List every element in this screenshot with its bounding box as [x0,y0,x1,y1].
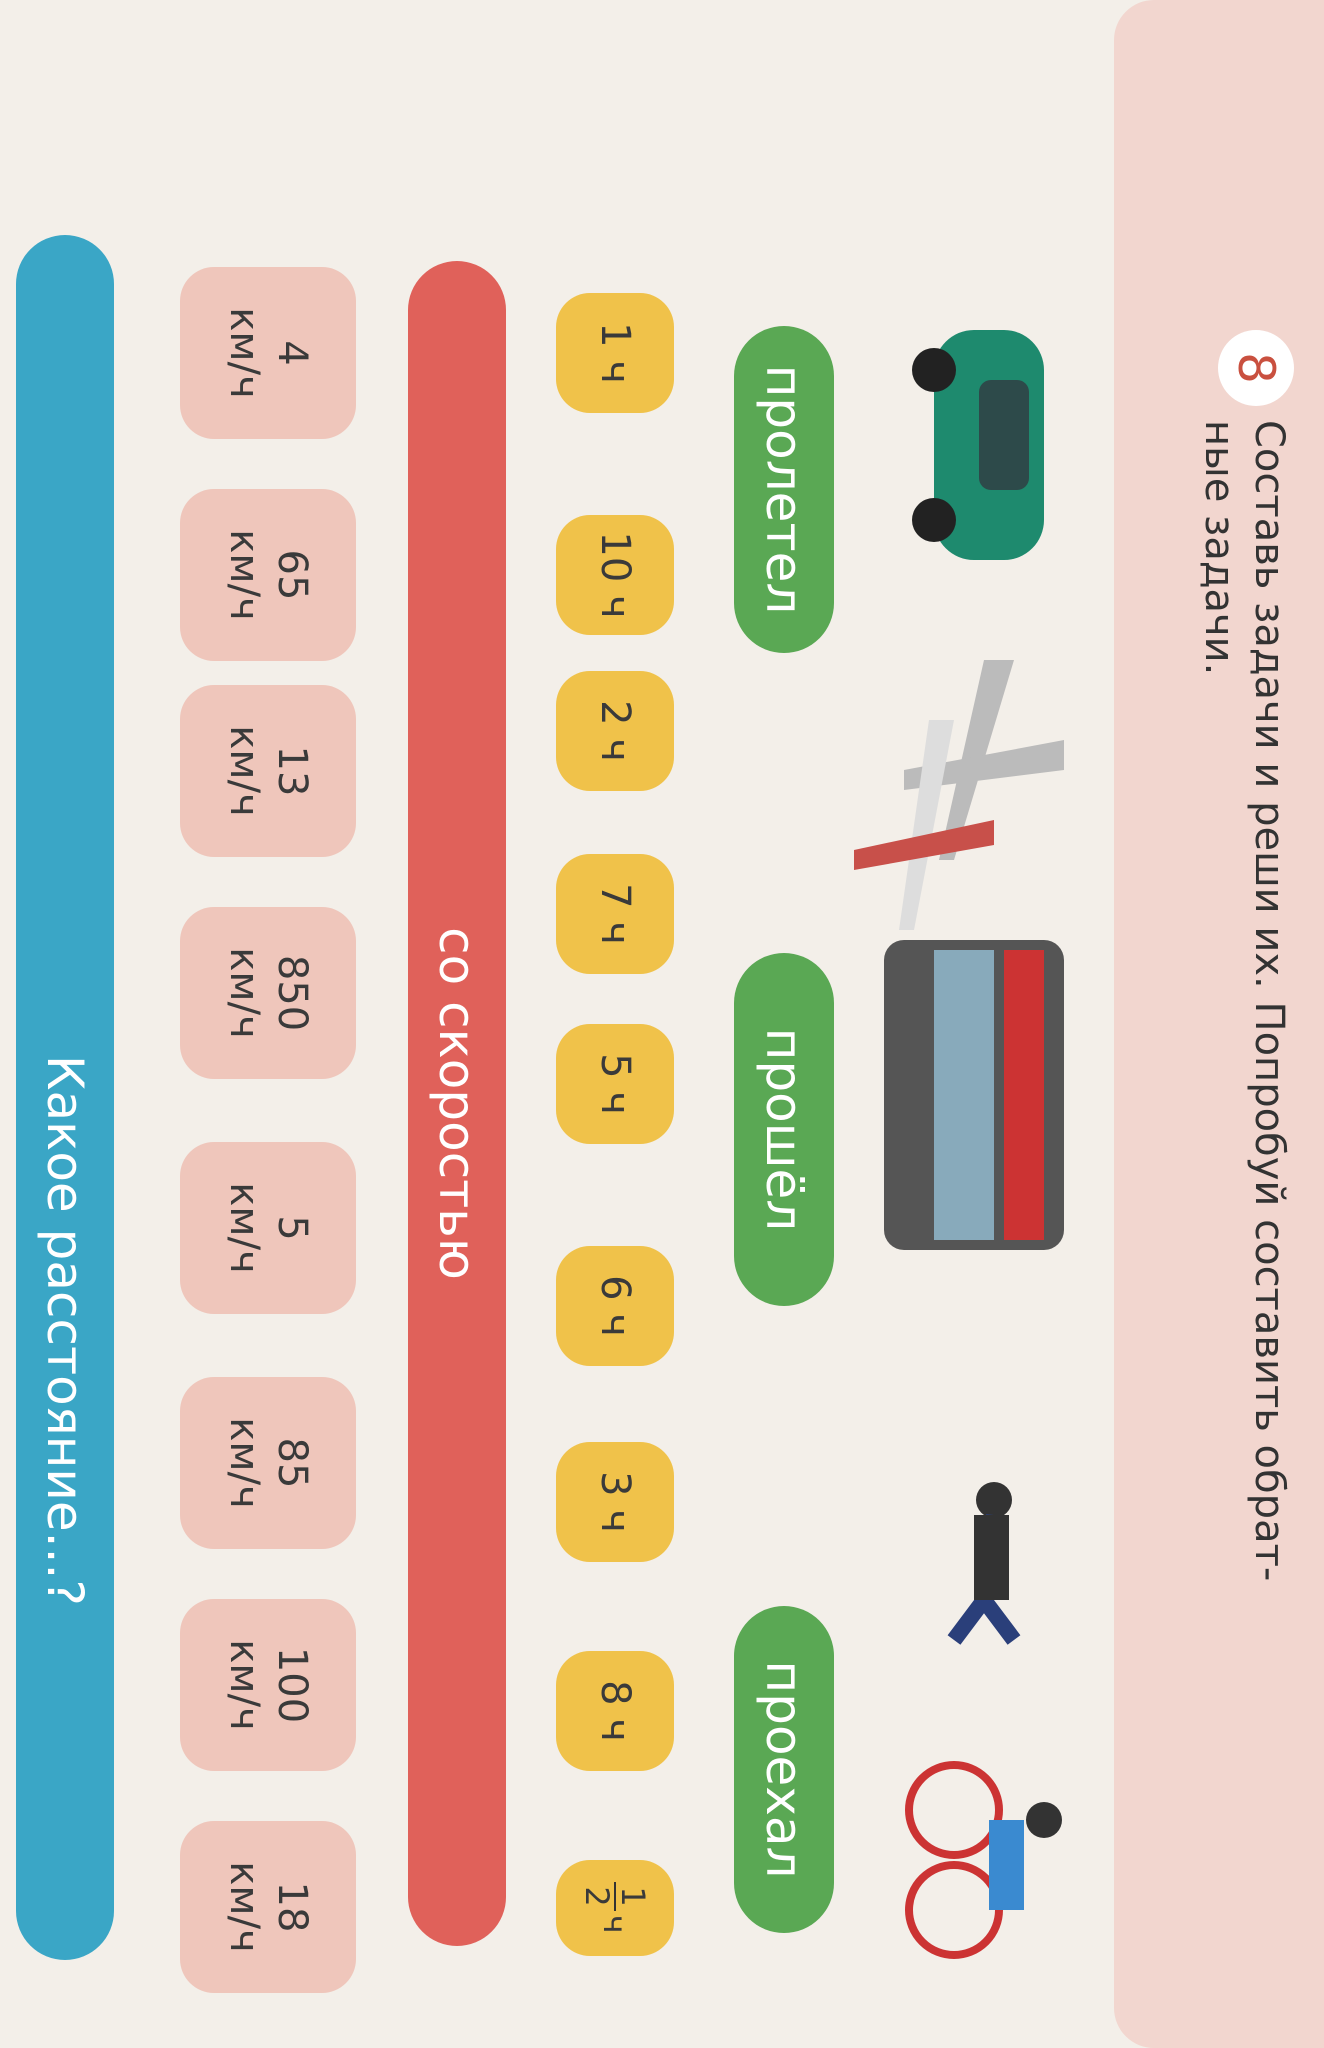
speed-chip: 4 км/ч [180,267,356,439]
speed-value: 850 [269,954,315,1032]
speed-chip: 65 км/ч [180,489,356,661]
time-chip: 5 ч [556,1024,674,1144]
time-chip: 6 ч [556,1246,674,1366]
speed-chip: 100 км/ч [180,1599,356,1771]
speed-unit: км/ч [221,1639,267,1731]
planes [854,660,1064,930]
speed-unit: км/ч [221,307,267,399]
numerator: 1 [614,1882,652,1911]
time-chip: 3 ч [556,1442,674,1562]
speed-chip: 13 км/ч [180,685,356,857]
car [912,330,1044,560]
speed-value: 65 [269,549,315,601]
task-line: ные задачи. [1196,420,1242,676]
speed-unit: км/ч [221,1861,267,1953]
speed-bar: со скоростью [408,261,506,1946]
speed-unit: км/ч [221,529,267,621]
time-chip: 8 ч [556,1651,674,1771]
illustrations [854,330,1064,1959]
unit: ч [596,1914,634,1934]
denominator: 2 [578,1886,616,1907]
speed-chip: 5 км/ч [180,1142,356,1314]
speed-value: 100 [269,1646,315,1724]
speed-chip: 85 км/ч [180,1377,356,1549]
task-line: Составь задачи и реши их. Попробуй соста… [1246,420,1292,1582]
verb-label: проехал [734,1606,834,1933]
speed-chip: 850 км/ч [180,907,356,1079]
walker [947,1482,1021,1645]
cyclist [905,1761,1062,1959]
verb-label: пролетел [734,326,834,653]
speed-unit: км/ч [221,1182,267,1274]
speed-chip: 18 км/ч [180,1821,356,1993]
speed-unit: км/ч [221,1417,267,1509]
speed-unit: км/ч [221,947,267,1039]
speed-value: 18 [269,1881,315,1933]
question-bar: Какое расстояние...? [16,235,114,1960]
time-chip: 7 ч [556,854,674,974]
speed-value: 85 [269,1437,315,1489]
task-text: Составь задачи и реши их. Попробуй соста… [1194,420,1294,1581]
speed-value: 5 [269,1215,315,1241]
task-number: 8 [1218,330,1294,406]
time-chip: 2 ч [556,671,674,791]
speed-unit: км/ч [221,725,267,817]
time-chip: 1 ч [556,293,674,413]
speed-value: 4 [269,340,315,366]
time-chip: 10 ч [556,515,674,635]
train [884,940,1064,1250]
speed-value: 13 [269,745,315,797]
verb-label: прошёл [734,953,834,1306]
